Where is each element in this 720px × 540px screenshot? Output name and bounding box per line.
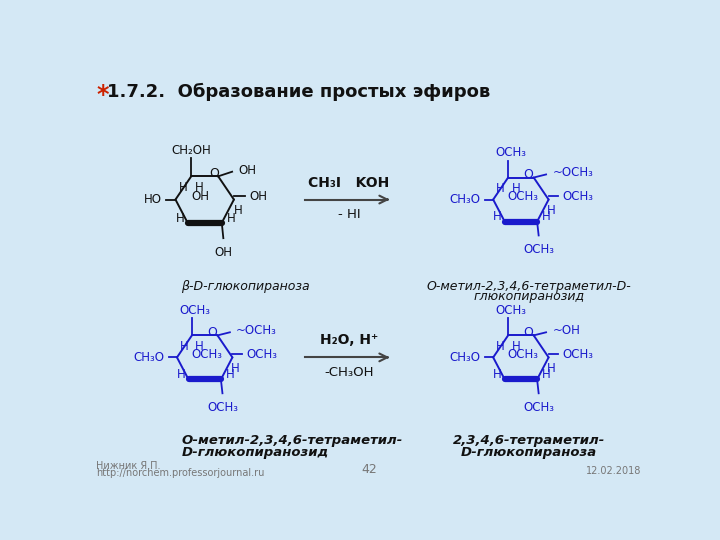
Text: H: H bbox=[176, 368, 185, 381]
Text: http://norchem.professorjournal.ru: http://norchem.professorjournal.ru bbox=[96, 468, 264, 478]
Text: - HI: - HI bbox=[338, 208, 360, 221]
Text: ~OCH₃: ~OCH₃ bbox=[552, 166, 593, 179]
Text: H: H bbox=[511, 340, 521, 353]
Text: *: * bbox=[96, 83, 109, 107]
Text: CH₂OH: CH₂OH bbox=[171, 144, 211, 158]
Text: O: O bbox=[523, 326, 534, 339]
Text: H: H bbox=[511, 182, 521, 195]
Text: H: H bbox=[226, 368, 235, 381]
Text: H: H bbox=[547, 362, 556, 375]
Text: OH: OH bbox=[238, 164, 256, 177]
Text: H: H bbox=[231, 362, 240, 375]
Text: Нижник Я.П.: Нижник Я.П. bbox=[96, 461, 161, 471]
Text: OCH₃: OCH₃ bbox=[179, 304, 210, 317]
Text: ~OH: ~OH bbox=[552, 324, 580, 338]
Text: CH₃O: CH₃O bbox=[450, 193, 481, 206]
Text: -CH₃OH: -CH₃OH bbox=[324, 366, 374, 379]
Text: CH₃O: CH₃O bbox=[450, 351, 481, 364]
Text: OCH₃: OCH₃ bbox=[246, 348, 277, 361]
Text: D-глюкопиранозид: D-глюкопиранозид bbox=[181, 446, 329, 459]
Text: 42: 42 bbox=[361, 463, 377, 476]
Text: OCH₃: OCH₃ bbox=[562, 348, 593, 361]
Text: H: H bbox=[496, 340, 505, 353]
Text: H: H bbox=[496, 182, 505, 195]
Text: 1.7.2.  Образование простых эфиров: 1.7.2. Образование простых эфиров bbox=[107, 83, 490, 102]
Text: O: O bbox=[207, 326, 217, 339]
Text: H: H bbox=[492, 211, 501, 224]
Text: OCH₃: OCH₃ bbox=[507, 190, 538, 203]
Text: CH₃I   KOH: CH₃I KOH bbox=[308, 176, 390, 190]
Text: H: H bbox=[542, 211, 551, 224]
Text: OCH₃: OCH₃ bbox=[562, 190, 593, 203]
Text: H: H bbox=[179, 180, 188, 194]
Text: OCH₃: OCH₃ bbox=[191, 348, 222, 361]
Text: OCH₃: OCH₃ bbox=[507, 348, 538, 361]
Text: H: H bbox=[492, 368, 501, 381]
Text: ~OCH₃: ~OCH₃ bbox=[236, 324, 277, 338]
Text: H: H bbox=[234, 204, 243, 217]
Text: OH: OH bbox=[191, 190, 209, 203]
Text: глюкопиранозид: глюкопиранозид bbox=[473, 291, 584, 303]
Text: H: H bbox=[547, 204, 556, 217]
Text: OH: OH bbox=[249, 190, 267, 203]
Text: OCH₃: OCH₃ bbox=[523, 243, 554, 256]
Text: OCH₃: OCH₃ bbox=[523, 401, 554, 414]
Text: 2,3,4,6-тетраметил-: 2,3,4,6-тетраметил- bbox=[453, 434, 605, 448]
Text: CH₃O: CH₃O bbox=[134, 351, 165, 364]
Text: H: H bbox=[180, 340, 189, 353]
Text: OCH₃: OCH₃ bbox=[207, 401, 238, 414]
Text: OCH₃: OCH₃ bbox=[495, 304, 527, 317]
Text: 12.02.2018: 12.02.2018 bbox=[586, 466, 642, 476]
Text: H: H bbox=[227, 212, 235, 225]
Text: OH: OH bbox=[215, 246, 233, 259]
Text: O-метил-2,3,4,6-тетраметил-: O-метил-2,3,4,6-тетраметил- bbox=[181, 434, 402, 448]
Text: β-D-глюкопираноза: β-D-глюкопираноза bbox=[181, 280, 310, 293]
Text: H: H bbox=[195, 340, 204, 353]
Text: O-метил-2,3,4,6-тетраметил-D-: O-метил-2,3,4,6-тетраметил-D- bbox=[426, 280, 631, 293]
Text: H: H bbox=[176, 212, 184, 225]
Text: H: H bbox=[542, 368, 551, 381]
Text: H₂O, H⁺: H₂O, H⁺ bbox=[320, 334, 378, 347]
Text: O: O bbox=[209, 167, 219, 180]
Text: H: H bbox=[194, 180, 203, 194]
Text: OCH₃: OCH₃ bbox=[495, 146, 527, 159]
Text: HO: HO bbox=[143, 193, 161, 206]
Text: O: O bbox=[523, 168, 534, 181]
Text: D-глюкопираноза: D-глюкопираноза bbox=[461, 446, 597, 459]
